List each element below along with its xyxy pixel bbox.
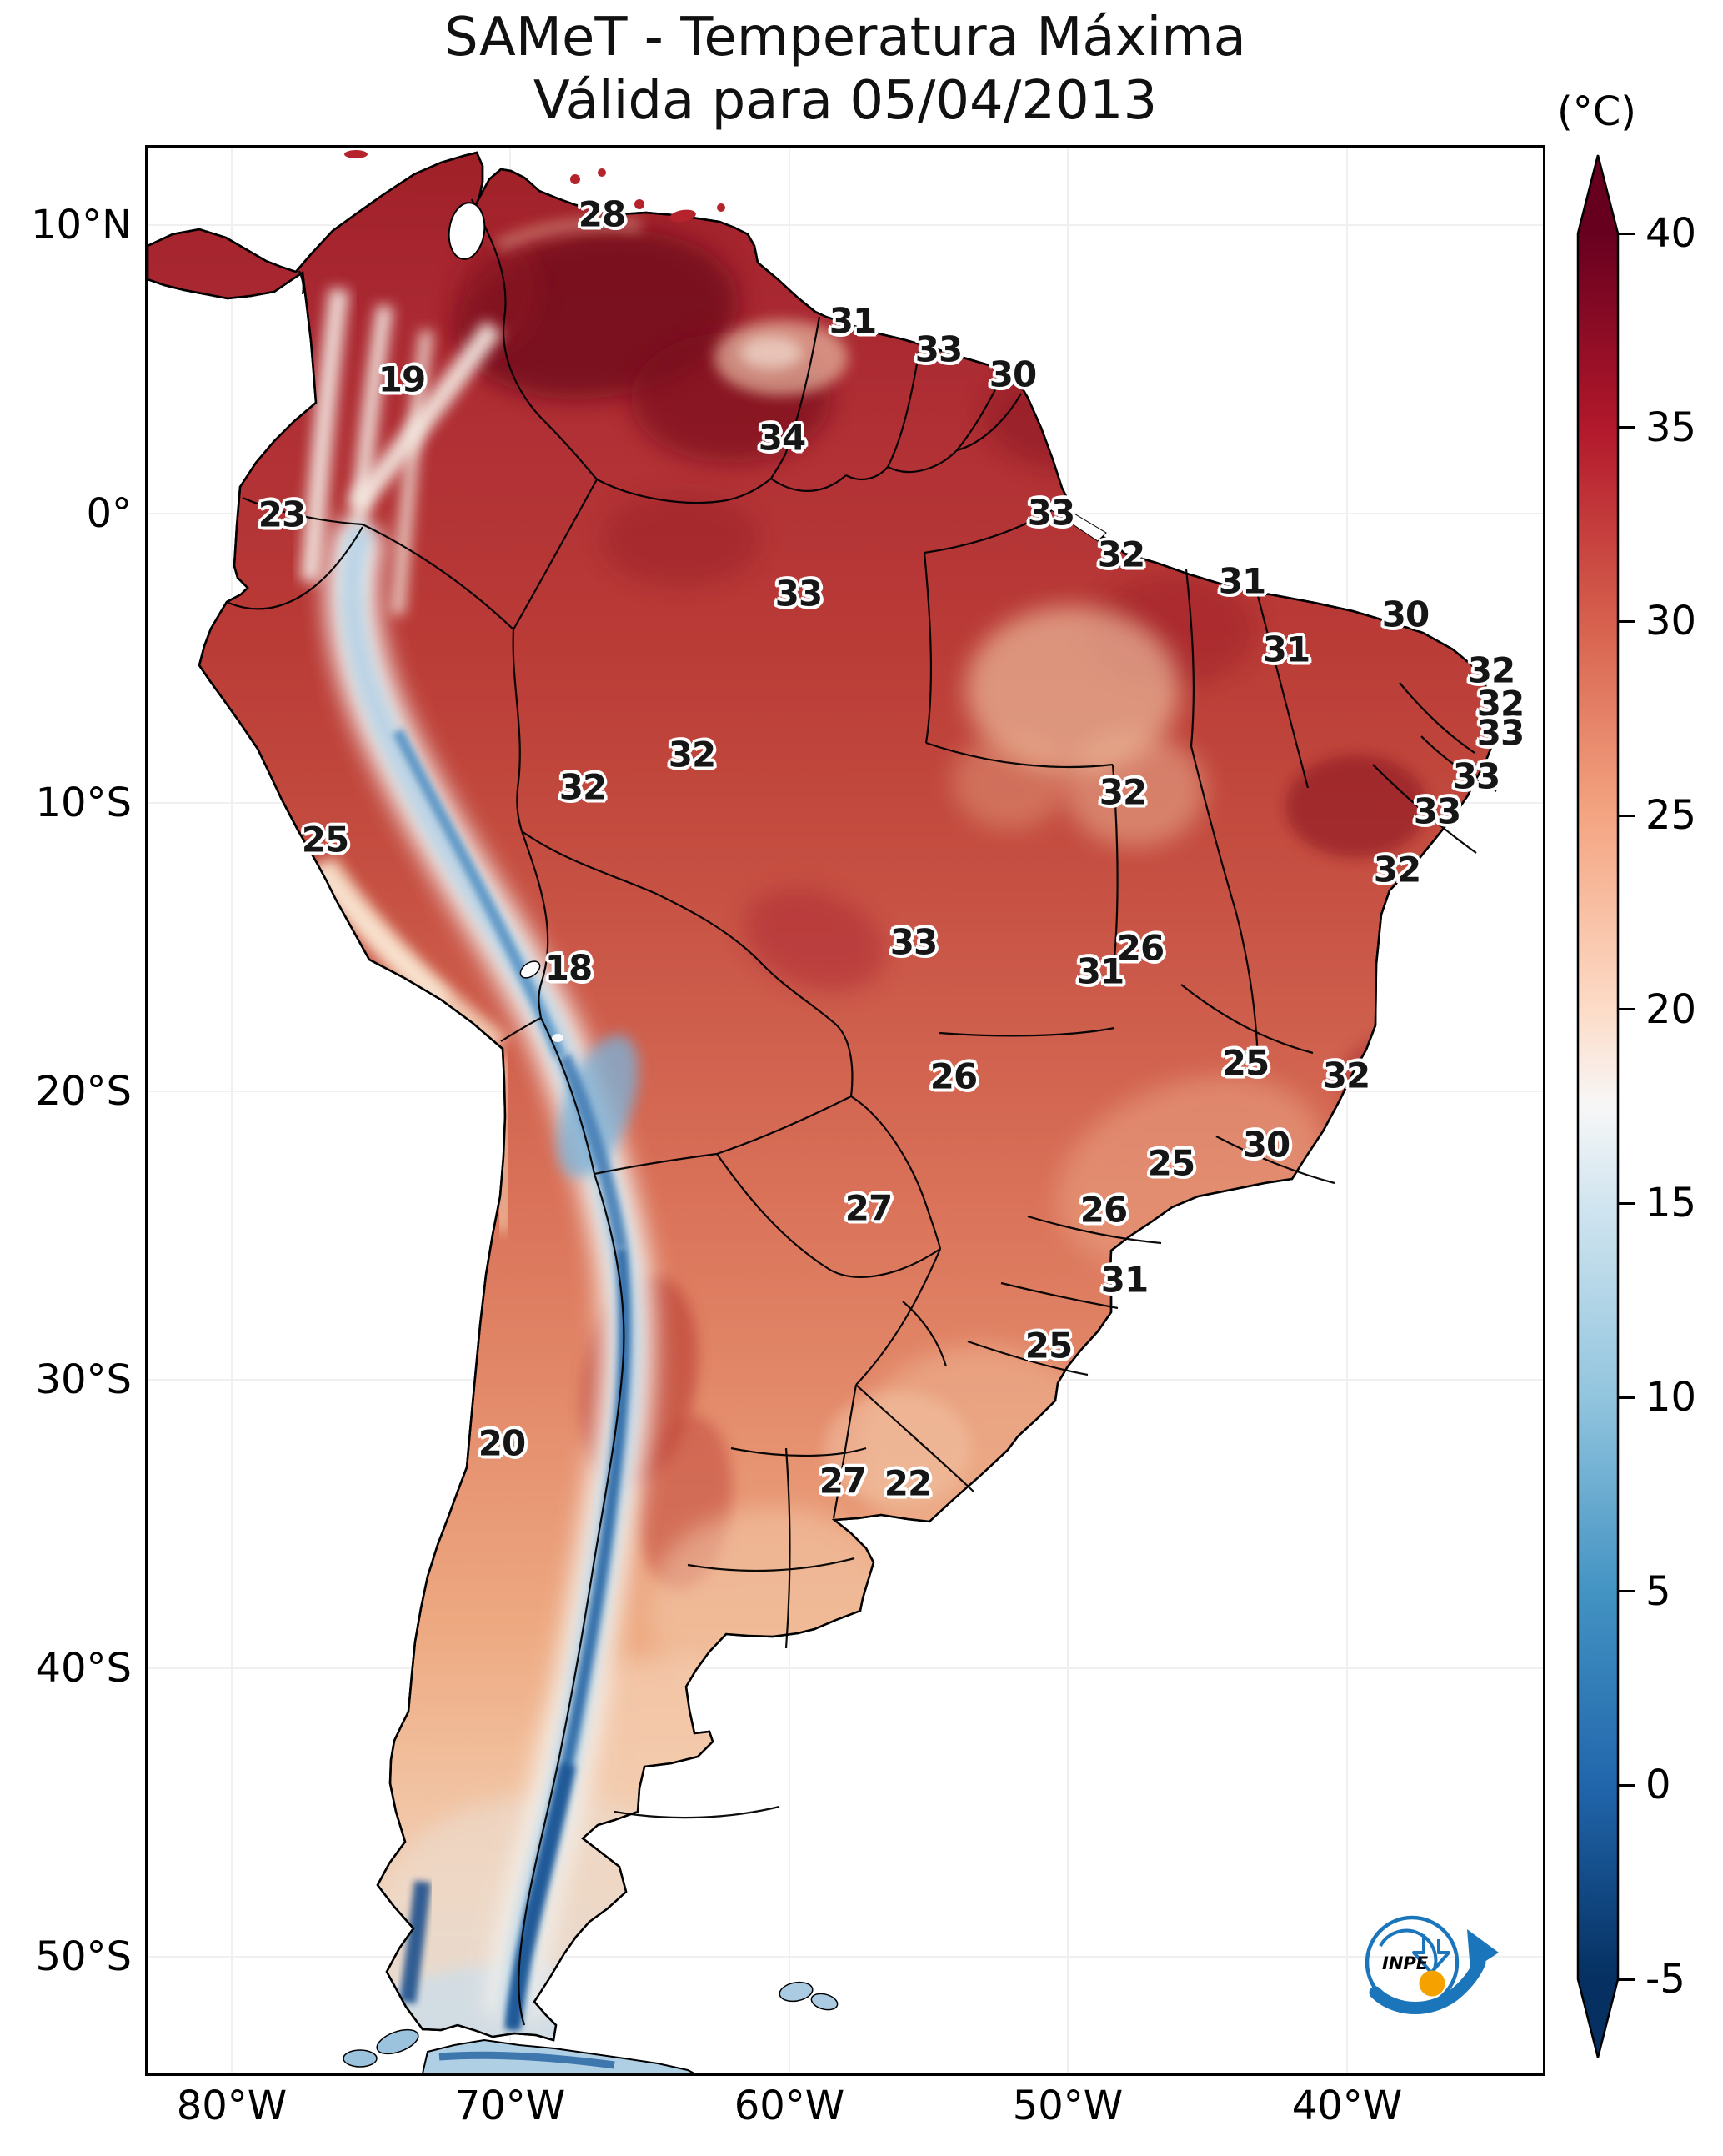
lat-tick-label: 20°S xyxy=(35,1068,132,1115)
inpe-logo: INPE xyxy=(1365,1915,1499,2014)
lat-tick-label: 10°S xyxy=(35,780,132,826)
colorbar-bar xyxy=(1576,154,1620,2058)
colorbar-tick-mark xyxy=(1618,1396,1635,1399)
colorbar-tick-label: 20 xyxy=(1645,985,1697,1033)
colorbar-tick-label: 0 xyxy=(1645,1762,1671,1809)
temperature-field-shading xyxy=(300,217,1494,2040)
lat-tick-label: 10°N xyxy=(31,202,132,248)
south-america-map xyxy=(148,148,1543,2073)
colorbar-tick-mark xyxy=(1618,1783,1635,1787)
tierra-del-fuego xyxy=(343,2028,695,2073)
colorbar-tick-label: 10 xyxy=(1645,1374,1697,1421)
lon-tick-label: 50°W xyxy=(1012,2083,1124,2129)
colorbar-tick-mark xyxy=(1618,1201,1635,1205)
lon-tick-label: 40°W xyxy=(1291,2083,1403,2129)
falkland-islands xyxy=(779,1981,839,2011)
country-state-borders xyxy=(228,198,1497,2026)
lon-tick-label: 80°W xyxy=(176,2083,288,2129)
colorbar-tick-label: 5 xyxy=(1645,1567,1671,1615)
inpe-logo-swoosh-arrow xyxy=(1369,1956,1486,2014)
colorbar-tick-mark xyxy=(1618,619,1635,623)
inpe-logo-arrowhead-icon xyxy=(1467,1929,1499,1971)
colorbar-tick-mark xyxy=(1618,426,1635,429)
colorbar-tick-label: 25 xyxy=(1645,792,1697,839)
colorbar-tick-mark xyxy=(1618,814,1635,817)
lon-tick-label: 60°W xyxy=(734,2083,845,2129)
lake-maracaibo xyxy=(448,202,486,260)
title-line-2: Válida para 05/04/2013 xyxy=(533,69,1158,132)
colorbar-tick-mark xyxy=(1618,1008,1635,1011)
title-line-1: SAMeT - Temperatura Máxima xyxy=(444,7,1246,68)
map-frame xyxy=(145,145,1545,2076)
inpe-logo-orange-dot xyxy=(1419,1970,1445,1997)
colorbar-unit-label: (°C) xyxy=(1557,88,1636,135)
lat-tick-label: 30°S xyxy=(35,1356,132,1403)
colorbar-tick-label: 30 xyxy=(1645,598,1697,645)
colorbar-tick-label: 40 xyxy=(1645,210,1697,257)
lat-tick-label: 50°S xyxy=(35,1933,132,1980)
inpe-logo-text: INPE xyxy=(1382,1953,1429,1973)
caribbean-islands xyxy=(344,150,725,223)
colorbar-tick-mark xyxy=(1618,1978,1635,1981)
lon-tick-label: 70°W xyxy=(454,2083,566,2129)
lake-titicaca xyxy=(519,960,541,979)
colorbar-tick-mark xyxy=(1618,1590,1635,1593)
colorbar-tick-label: 35 xyxy=(1645,404,1697,451)
colorbar-tick-label: 15 xyxy=(1645,1180,1697,1227)
lat-tick-label: 40°S xyxy=(35,1645,132,1692)
inpe-logo-inner-swirl xyxy=(1379,1928,1438,1975)
colorbar-tick-label: -5 xyxy=(1645,1956,1685,2003)
andes-mountains xyxy=(300,288,654,2031)
lat-tick-label: 0° xyxy=(86,490,132,537)
colorbar-tick-mark xyxy=(1618,232,1635,235)
lakes xyxy=(448,202,1107,1042)
figure-title: SAMeT - Temperatura Máxima Válida para 0… xyxy=(145,7,1545,133)
amazon-river-mouth xyxy=(1047,499,1107,542)
